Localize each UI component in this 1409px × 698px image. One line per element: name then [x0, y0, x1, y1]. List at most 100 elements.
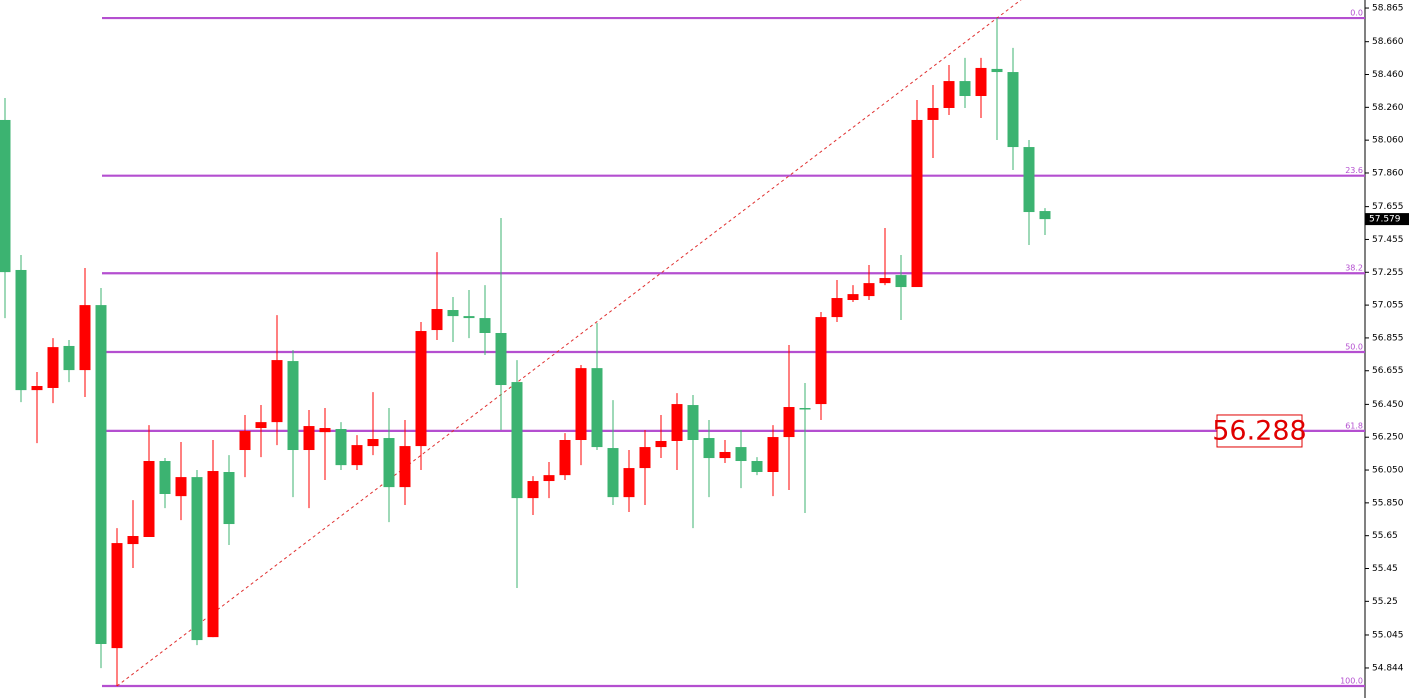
candle-body	[447, 310, 459, 317]
y-tick-label: 54.844	[1372, 663, 1404, 673]
candle-body	[895, 275, 907, 288]
y-tick-label: 58.060	[1372, 136, 1404, 146]
y-tick-label: 57.860	[1372, 168, 1404, 178]
candle-body	[303, 426, 315, 451]
y-tick-label: 56.855	[1372, 333, 1404, 343]
candle-body	[111, 543, 123, 649]
candle-body	[479, 318, 491, 333]
candle-body	[607, 448, 619, 498]
candle-body	[511, 382, 523, 499]
y-tick-label: 57.255	[1372, 268, 1404, 278]
candle-body	[559, 440, 571, 476]
candle-body	[543, 475, 555, 482]
candle-body	[207, 471, 219, 638]
y-tick-label: 56.450	[1372, 400, 1404, 410]
candle-body	[463, 316, 475, 319]
fib-level-label: 38.2	[1345, 264, 1363, 273]
candle-body	[255, 422, 267, 429]
y-tick-label: 58.260	[1372, 103, 1404, 113]
fib-level-label: 50.0	[1345, 343, 1363, 352]
candle-body	[0, 119, 11, 273]
candle-body	[271, 360, 283, 423]
candle-body	[95, 305, 107, 645]
candle-body	[863, 283, 875, 297]
candle-body	[159, 461, 171, 494]
y-tick-label: 57.455	[1372, 235, 1404, 245]
current-price-box	[1365, 213, 1409, 226]
y-tick-label: 56.250	[1372, 433, 1404, 443]
candle-body	[383, 438, 395, 488]
annotation-label: 56.288	[1212, 415, 1306, 446]
candle-body	[415, 331, 427, 447]
candle-body	[591, 368, 603, 448]
candle-body	[127, 536, 139, 545]
candle-body	[143, 461, 155, 537]
candle-body	[399, 446, 411, 488]
candle-body	[431, 309, 443, 331]
candle-body	[735, 447, 747, 462]
y-tick-label: 55.45	[1372, 564, 1398, 574]
fib-level-label: 61.8	[1345, 421, 1363, 430]
candle-body	[975, 67, 987, 97]
candle-body	[991, 68, 1003, 73]
candle-body	[847, 294, 859, 301]
candle-body	[655, 440, 667, 448]
y-tick-label: 55.850	[1372, 498, 1404, 508]
candle-body	[191, 477, 203, 641]
current-price-label: 57.579	[1369, 215, 1401, 225]
candle-body	[927, 107, 939, 120]
y-tick-label: 56.050	[1372, 466, 1404, 476]
candle-body	[79, 305, 91, 371]
candle-body	[31, 386, 43, 391]
candle-body	[367, 439, 379, 447]
candle-body	[575, 368, 587, 441]
annotation-box	[1216, 414, 1303, 448]
candle-body	[943, 81, 955, 108]
candle-body	[799, 408, 811, 410]
candle-body	[751, 461, 763, 473]
y-tick-label: 57.055	[1372, 301, 1404, 311]
candle-body	[687, 405, 699, 441]
candle-body	[239, 430, 251, 451]
candle-body	[223, 472, 235, 525]
candle-body	[959, 81, 971, 97]
candle-body	[15, 269, 27, 391]
candle-body	[351, 445, 363, 466]
candle-body	[47, 347, 59, 388]
candle-body	[671, 404, 683, 441]
y-tick-label: 55.65	[1372, 531, 1398, 541]
candle-body	[719, 451, 731, 459]
candle-body	[639, 447, 651, 469]
y-tick-label: 57.655	[1372, 202, 1404, 212]
candle-body	[527, 481, 539, 499]
y-tick-label: 56.655	[1372, 366, 1404, 376]
fib-level-label: 0.0	[1350, 9, 1363, 18]
candle-body	[767, 437, 779, 473]
candle-body	[1039, 211, 1051, 220]
candle-body	[815, 317, 827, 405]
candle-body	[335, 429, 347, 466]
fib-level-label: 23.6	[1345, 166, 1363, 175]
fib-level-label: 100.0	[1340, 677, 1363, 686]
candle-body	[879, 278, 891, 284]
candle-body	[287, 361, 299, 451]
y-tick-label: 58.460	[1372, 70, 1404, 80]
candle-body	[495, 332, 507, 386]
y-tick-label: 58.865	[1372, 4, 1404, 14]
trend-line	[116, 0, 1022, 687]
candle-body	[911, 119, 923, 288]
candle-body	[831, 298, 843, 318]
candle-body	[175, 477, 187, 497]
y-tick-label: 58.660	[1372, 37, 1404, 47]
candle-body	[703, 438, 715, 459]
candle-body	[63, 345, 75, 371]
candle-body	[1023, 147, 1035, 213]
candle-body	[783, 407, 795, 438]
candle-body	[319, 428, 331, 433]
candle-body	[1007, 72, 1019, 148]
y-tick-label: 55.045	[1372, 630, 1404, 640]
candle-body	[623, 468, 635, 498]
